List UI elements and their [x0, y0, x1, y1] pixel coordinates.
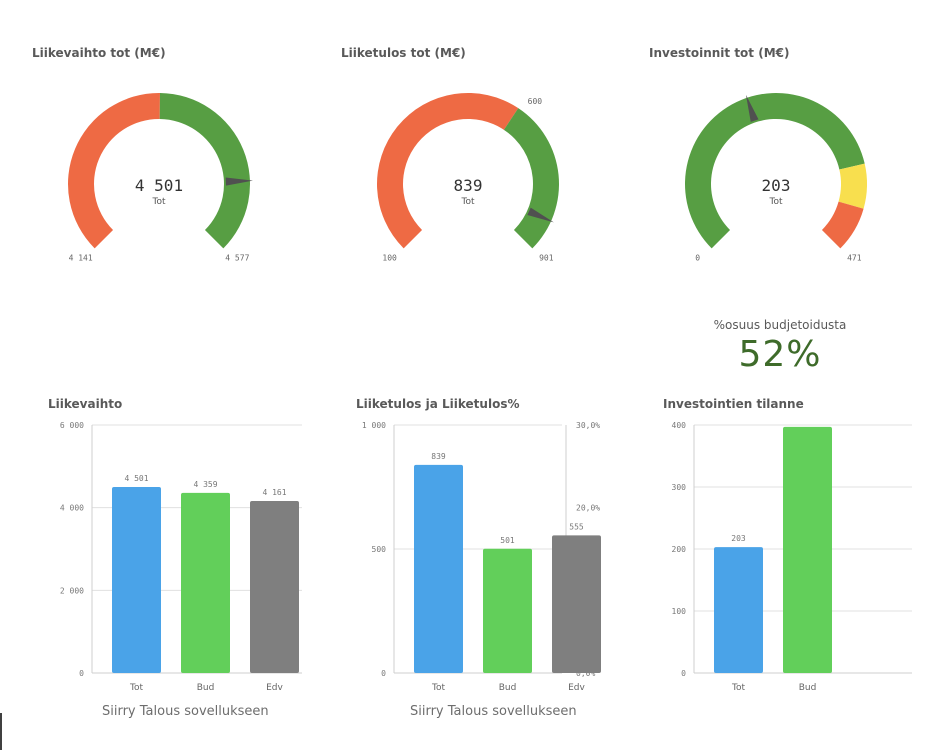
gauge-sub-label: Tot	[460, 197, 474, 207]
bar-value-label: 839	[431, 452, 446, 461]
x-tick-label: Bud	[197, 683, 215, 693]
bar-edv[interactable]	[250, 501, 299, 673]
gauge-liiketulos[interactable]: 839 Tot 100 901 600	[354, 80, 584, 270]
y-tick-label: 300	[672, 483, 687, 492]
bar-chart-liikevaihto[interactable]: 0 2 000 4 000 6 000 4 501 Tot 4 359 Bud 4 161 Edv	[40, 415, 310, 700]
gauge-needle	[745, 94, 759, 122]
y-tick-label: 0	[681, 669, 686, 678]
gauge-min-label: 4 141	[69, 253, 93, 262]
bar-tot[interactable]	[414, 464, 463, 673]
gauge-band-1	[68, 93, 160, 249]
gauge-max-label: 4 577	[225, 253, 249, 262]
y-tick-label: 6 000	[60, 421, 84, 430]
chart-title-liikevaihto: Liikevaihto	[48, 397, 123, 411]
y-tick-label: 2 000	[60, 586, 84, 595]
bar-tot[interactable]	[714, 547, 763, 673]
gauge-needle	[225, 177, 253, 186]
gauge-band-2	[503, 108, 559, 249]
kpi-label: %osuus budjetoidusta	[713, 318, 847, 332]
gauge-value: 203	[762, 176, 791, 195]
x-tick-label: Edv	[568, 683, 585, 693]
kpi-value: 52%	[738, 334, 822, 375]
y-tick-label: 500	[372, 545, 387, 554]
chart-title-liiketulos: Liiketulos ja Liiketulos%	[356, 397, 520, 411]
bar-value-label: 4 161	[262, 488, 286, 497]
gauge-max-label: 901	[539, 253, 554, 262]
y2-tick-label: 30,0%	[576, 421, 600, 430]
bar-value-label: 501	[500, 536, 515, 545]
bar-edv[interactable]	[552, 535, 601, 673]
gauge-liikevaihto[interactable]: 4 501 Tot 4 141 4 577	[45, 80, 275, 270]
bar-bud[interactable]	[483, 548, 532, 673]
gauge-band-2	[159, 93, 250, 249]
gauge-max-label: 471	[847, 253, 862, 262]
y2-tick-label: 20,0%	[576, 504, 600, 513]
edge-scroll-handle[interactable]	[0, 713, 2, 750]
gauge-sub-label: Tot	[151, 197, 165, 207]
bar-chart-investoinnit[interactable]: 0 100 200 300 400 203 Tot Bud	[660, 415, 920, 700]
gauge-value: 839	[454, 176, 483, 195]
gauge-band-2	[838, 163, 867, 209]
y-tick-label: 400	[672, 421, 687, 430]
x-tick-label: Bud	[499, 683, 517, 693]
x-tick-label: Edv	[266, 683, 283, 693]
y-tick-label: 0	[79, 669, 84, 678]
bar-value-label: 4 501	[124, 474, 148, 483]
bar-value-label: 4 359	[193, 480, 217, 489]
gauge-title-liikevaihto: Liikevaihto tot (M€)	[32, 46, 166, 60]
x-tick-label: Tot	[129, 683, 143, 693]
gauge-min-label: 100	[382, 253, 397, 262]
gauge-marker-label: 600	[528, 97, 543, 106]
bar-value-label: 555	[569, 522, 584, 531]
gauge-band-3	[821, 201, 864, 249]
x-tick-label: Bud	[799, 683, 817, 693]
y-tick-label: 100	[672, 607, 687, 616]
y-tick-label: 4 000	[60, 504, 84, 513]
gauge-needle	[527, 207, 554, 223]
y-tick-label: 200	[672, 545, 687, 554]
y-tick-label: 0	[381, 669, 386, 678]
gauge-band-1	[377, 92, 519, 249]
siirry-talous-link-2[interactable]: Siirry Talous sovellukseen	[410, 704, 577, 719]
bar-bud[interactable]	[181, 492, 230, 673]
chart-title-investoinnit: Investointien tilanne	[663, 397, 804, 411]
gauge-value: 4 501	[135, 176, 183, 195]
gauge-title-investoinnit: Investoinnit tot (M€)	[649, 46, 790, 60]
gauge-sub-label: Tot	[768, 197, 782, 207]
x-tick-label: Tot	[431, 683, 445, 693]
siirry-talous-link-1[interactable]: Siirry Talous sovellukseen	[102, 704, 269, 719]
y2-tick-label: 0,0%	[576, 669, 595, 678]
y-tick-label: 1 000	[362, 421, 386, 430]
bar-bud[interactable]	[783, 426, 832, 673]
gauge-band-1	[685, 93, 865, 249]
x-tick-label: Tot	[731, 683, 745, 693]
gauge-investoinnit[interactable]: 203 Tot 0 471	[662, 80, 892, 270]
bar-tot[interactable]	[112, 486, 161, 673]
gauge-title-liiketulos: Liiketulos tot (M€)	[341, 46, 466, 60]
gauge-min-label: 0	[695, 253, 700, 262]
bar-value-label: 203	[731, 534, 746, 543]
